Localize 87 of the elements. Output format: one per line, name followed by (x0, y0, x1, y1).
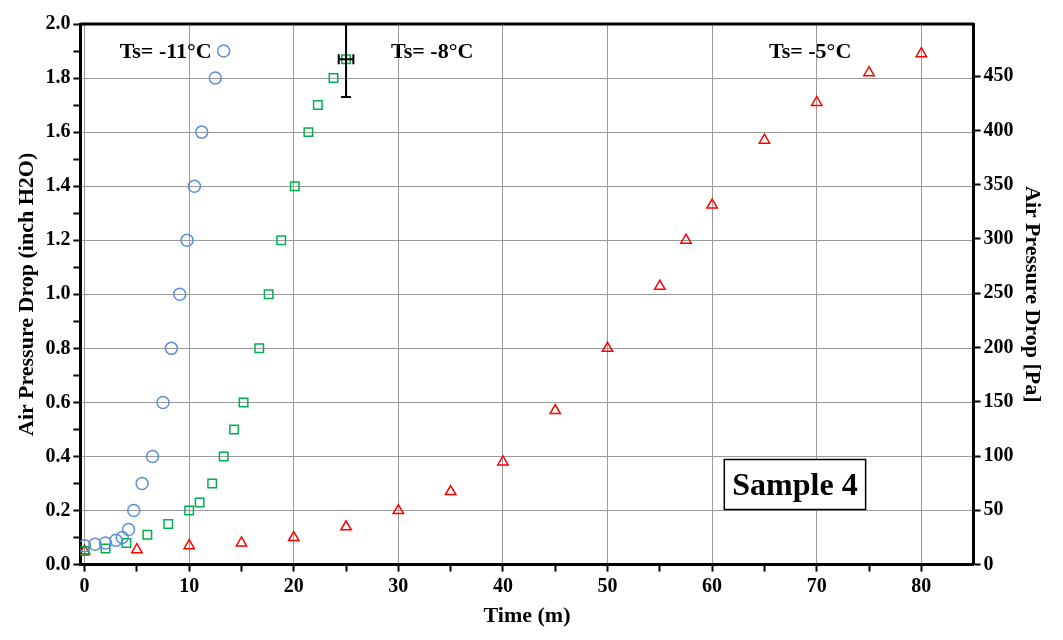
y-tick-label: 0.0 (45, 551, 71, 574)
y2-tick-label: 150 (983, 388, 1014, 411)
point (145, 449, 160, 464)
y2-axis-title: Air Pressure Drop [Pa] (1021, 186, 1047, 403)
point (810, 95, 823, 107)
x-tick-label: 0 (79, 573, 90, 596)
point (287, 530, 300, 542)
point (915, 46, 928, 58)
y-tick-label: 1.2 (45, 227, 71, 250)
y-tick-label: 0.6 (45, 389, 71, 412)
x-tick-label: 70 (806, 573, 827, 596)
point (601, 341, 614, 353)
y-tick-label: 0.4 (45, 443, 71, 466)
x-tick-label: 50 (597, 573, 618, 596)
point (340, 520, 353, 531)
point (194, 497, 205, 508)
point (216, 44, 231, 58)
point (758, 133, 771, 144)
x-tick-label: 30 (388, 573, 409, 596)
point (254, 343, 265, 354)
point (115, 530, 129, 545)
point (289, 181, 300, 192)
x-axis-title: Time (m) (483, 602, 571, 628)
point (126, 503, 141, 518)
y2-tick-label: 400 (983, 117, 1014, 140)
point (121, 522, 136, 537)
point (208, 71, 223, 85)
point (194, 125, 209, 139)
point (184, 505, 195, 516)
point (276, 235, 287, 246)
point (263, 289, 274, 300)
point (183, 538, 196, 550)
series-label: Ts= -8°C (391, 37, 474, 63)
point (312, 100, 323, 111)
point (444, 484, 457, 496)
y-axis-title: Air Pressure Drop (inch H2O) (12, 152, 38, 436)
point (706, 198, 719, 209)
point (303, 127, 314, 138)
point (187, 179, 202, 193)
y-tick-label: 1.8 (45, 65, 71, 88)
point (135, 476, 149, 491)
y-tick-label: 2.0 (45, 11, 71, 34)
point (100, 543, 111, 554)
x-tick-label: 80 (911, 573, 932, 596)
point (180, 233, 194, 247)
y-tick-label: 1.0 (45, 281, 71, 304)
point (164, 341, 179, 356)
point (98, 536, 113, 550)
point (173, 287, 187, 302)
point (229, 424, 240, 435)
y2-tick-label: 450 (983, 63, 1014, 86)
point (549, 403, 562, 415)
point (680, 233, 692, 244)
point (238, 397, 249, 408)
point (218, 451, 229, 462)
y-tick-label: 1.6 (45, 119, 71, 142)
point (88, 537, 102, 552)
point (235, 536, 248, 547)
y2-tick-label: 200 (983, 334, 1014, 357)
point (863, 65, 875, 77)
point (497, 455, 509, 466)
y2-tick-label: 350 (983, 171, 1014, 194)
point (207, 478, 218, 489)
y2-tick-label: 250 (983, 280, 1014, 303)
point (163, 519, 174, 530)
point (121, 537, 132, 548)
x-tick-label: 10 (179, 573, 200, 596)
series-label: Ts= -11°C (119, 37, 212, 63)
point (392, 503, 405, 515)
y-tick-label: 1.4 (45, 173, 71, 196)
y-tick-label: 0.2 (45, 497, 71, 520)
point (130, 542, 143, 554)
point (142, 529, 153, 540)
x-tick-label: 20 (283, 573, 304, 596)
point (328, 73, 339, 84)
x-tick-label: 40 (492, 573, 513, 596)
x-tick-label: 60 (702, 573, 723, 596)
y2-tick-label: 0 (983, 551, 994, 574)
point (653, 279, 666, 290)
point (156, 395, 170, 410)
y2-tick-label: 300 (983, 226, 1014, 249)
y-tick-label: 0.8 (45, 335, 71, 358)
point (109, 533, 123, 548)
annotation: Sample 4 (732, 465, 858, 502)
y2-tick-label: 50 (983, 497, 1004, 520)
y2-tick-label: 100 (983, 443, 1014, 466)
series-label: Ts= -5°C (769, 37, 852, 63)
